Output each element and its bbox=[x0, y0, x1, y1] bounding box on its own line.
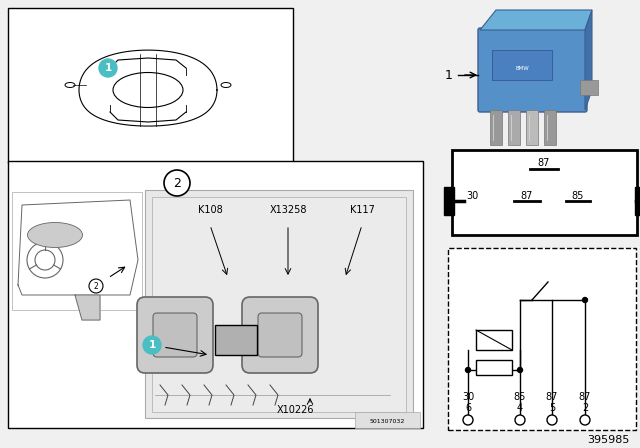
Text: K117: K117 bbox=[349, 205, 374, 215]
Text: 6: 6 bbox=[465, 403, 471, 413]
FancyBboxPatch shape bbox=[153, 313, 197, 357]
Circle shape bbox=[580, 415, 590, 425]
Bar bbox=[492, 50, 552, 80]
Circle shape bbox=[27, 242, 63, 278]
FancyBboxPatch shape bbox=[478, 28, 587, 112]
Text: 395985: 395985 bbox=[588, 435, 630, 445]
Circle shape bbox=[89, 279, 103, 293]
Bar bbox=[444, 187, 454, 215]
Bar bbox=[12, 192, 142, 310]
Bar bbox=[8, 161, 423, 428]
Text: X13258: X13258 bbox=[269, 205, 307, 215]
Bar bbox=[544, 110, 556, 145]
Bar bbox=[8, 8, 293, 163]
Text: 87: 87 bbox=[579, 392, 591, 402]
Circle shape bbox=[164, 170, 190, 196]
Text: 87: 87 bbox=[538, 158, 550, 168]
FancyBboxPatch shape bbox=[242, 297, 318, 373]
Circle shape bbox=[463, 415, 473, 425]
Text: 87: 87 bbox=[521, 191, 533, 201]
Text: 2: 2 bbox=[582, 403, 588, 413]
Text: 501307032: 501307032 bbox=[369, 418, 404, 423]
Ellipse shape bbox=[65, 82, 75, 87]
Bar bbox=[145, 190, 413, 418]
Circle shape bbox=[99, 59, 117, 77]
Bar bbox=[580, 80, 598, 95]
Text: 1: 1 bbox=[104, 63, 111, 73]
Bar bbox=[215, 325, 257, 355]
Text: X10226: X10226 bbox=[276, 405, 314, 415]
Polygon shape bbox=[75, 295, 100, 320]
Polygon shape bbox=[480, 10, 592, 30]
Text: 2: 2 bbox=[93, 281, 99, 290]
Text: 4: 4 bbox=[517, 403, 523, 413]
Circle shape bbox=[515, 415, 525, 425]
Circle shape bbox=[465, 367, 470, 372]
Text: BMW: BMW bbox=[515, 65, 529, 70]
Text: 5: 5 bbox=[549, 403, 555, 413]
Ellipse shape bbox=[28, 223, 83, 247]
Ellipse shape bbox=[221, 82, 231, 87]
FancyBboxPatch shape bbox=[137, 297, 213, 373]
Bar bbox=[355, 412, 420, 428]
FancyBboxPatch shape bbox=[258, 313, 302, 357]
Bar bbox=[490, 110, 502, 145]
Bar bbox=[635, 187, 640, 215]
Bar bbox=[452, 150, 637, 235]
Polygon shape bbox=[585, 10, 592, 110]
Text: 1: 1 bbox=[148, 340, 156, 350]
Text: 87: 87 bbox=[546, 392, 558, 402]
Text: 30: 30 bbox=[466, 191, 478, 201]
Text: K108: K108 bbox=[198, 205, 222, 215]
Text: 30: 30 bbox=[462, 392, 474, 402]
Bar bbox=[508, 110, 520, 145]
Text: 85: 85 bbox=[514, 392, 526, 402]
Text: 2: 2 bbox=[173, 177, 181, 190]
Circle shape bbox=[143, 336, 161, 354]
Ellipse shape bbox=[113, 73, 183, 108]
Circle shape bbox=[582, 297, 588, 302]
Bar bbox=[526, 110, 538, 145]
Bar bbox=[476, 330, 512, 350]
Bar bbox=[476, 360, 512, 375]
Circle shape bbox=[35, 250, 55, 270]
Bar bbox=[448, 248, 636, 430]
Bar bbox=[152, 197, 406, 412]
Text: 1: 1 bbox=[445, 69, 453, 82]
Text: 85: 85 bbox=[572, 191, 584, 201]
Circle shape bbox=[518, 367, 522, 372]
Circle shape bbox=[547, 415, 557, 425]
